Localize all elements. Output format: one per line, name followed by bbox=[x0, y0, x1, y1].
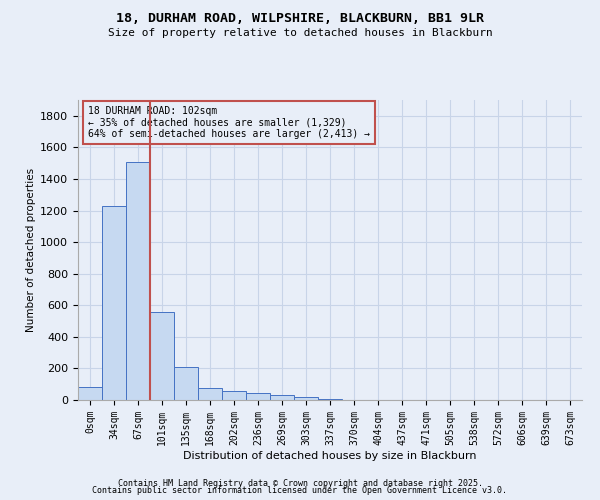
Bar bbox=[270, 396, 294, 400]
Text: 18, DURHAM ROAD, WILPSHIRE, BLACKBURN, BB1 9LR: 18, DURHAM ROAD, WILPSHIRE, BLACKBURN, B… bbox=[116, 12, 484, 26]
X-axis label: Distribution of detached houses by size in Blackburn: Distribution of detached houses by size … bbox=[183, 450, 477, 460]
Text: Size of property relative to detached houses in Blackburn: Size of property relative to detached ho… bbox=[107, 28, 493, 38]
Bar bbox=[78, 386, 102, 400]
Bar bbox=[150, 312, 174, 400]
Bar bbox=[294, 397, 318, 400]
Bar bbox=[318, 399, 342, 400]
Text: Contains public sector information licensed under the Open Government Licence v3: Contains public sector information licen… bbox=[92, 486, 508, 495]
Bar bbox=[174, 367, 198, 400]
Bar bbox=[102, 206, 126, 400]
Bar bbox=[198, 388, 222, 400]
Y-axis label: Number of detached properties: Number of detached properties bbox=[26, 168, 36, 332]
Text: 18 DURHAM ROAD: 102sqm
← 35% of detached houses are smaller (1,329)
64% of semi-: 18 DURHAM ROAD: 102sqm ← 35% of detached… bbox=[88, 106, 370, 139]
Text: Contains HM Land Registry data © Crown copyright and database right 2025.: Contains HM Land Registry data © Crown c… bbox=[118, 478, 482, 488]
Bar bbox=[246, 393, 270, 400]
Bar bbox=[126, 162, 150, 400]
Bar bbox=[222, 392, 246, 400]
